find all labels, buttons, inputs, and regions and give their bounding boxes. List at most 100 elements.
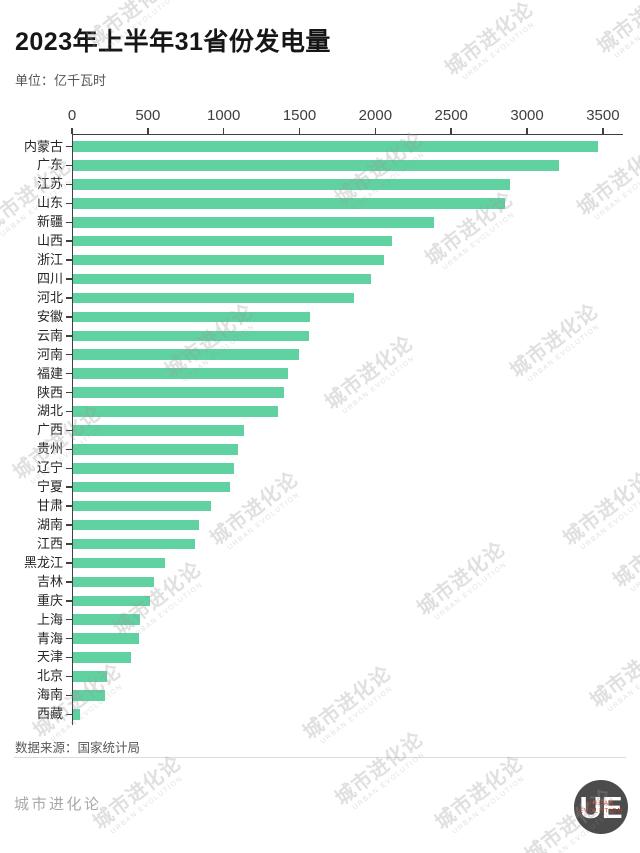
y-tick-mark [65, 675, 72, 678]
y-tick-mark [65, 164, 72, 167]
bar [73, 235, 392, 247]
category-label: 辽宁 [36, 460, 63, 476]
y-tick-mark [65, 448, 72, 451]
y-axis-line [71, 133, 73, 725]
bar [73, 368, 288, 379]
category-label: 内蒙古 [23, 138, 63, 154]
bar [73, 387, 284, 398]
y-tick-mark [65, 335, 72, 337]
bar [73, 406, 278, 417]
bar [73, 217, 434, 228]
x-tick-label: 3000 [510, 107, 544, 124]
y-tick-mark [65, 505, 72, 507]
bar [73, 463, 235, 474]
category-label: 河北 [36, 289, 63, 305]
footer-divider [14, 757, 626, 758]
y-tick-mark [65, 240, 72, 242]
bar [73, 160, 560, 171]
x-tick-mark [450, 127, 452, 134]
y-tick-mark [65, 467, 72, 470]
x-tick-label: 3500 [586, 107, 620, 124]
category-label: 天津 [36, 649, 63, 665]
category-label: 重庆 [36, 592, 63, 608]
category-label: 湖北 [36, 403, 63, 419]
source-note: 数据来源：国家统计局 [15, 741, 141, 755]
category-label: 广东 [36, 157, 63, 173]
bar [73, 330, 310, 342]
bar [73, 538, 195, 550]
bar [73, 311, 311, 323]
bar [73, 349, 300, 360]
y-tick-mark [65, 486, 72, 488]
y-tick-mark [65, 202, 72, 205]
category-label: 山西 [36, 233, 63, 249]
x-tick-mark [147, 127, 149, 134]
y-tick-mark [65, 694, 72, 697]
category-label: 湖南 [36, 517, 63, 532]
svg-text:EVOLUTION: EVOLUTION [579, 809, 623, 815]
category-label: 西藏 [36, 706, 63, 722]
x-tick-label: 500 [135, 107, 161, 124]
bar [73, 709, 81, 720]
category-label: 黑龙江 [23, 554, 63, 570]
x-tick-mark [526, 127, 528, 134]
category-label: 安徽 [36, 308, 63, 324]
y-tick-mark [65, 316, 72, 318]
bar [73, 519, 200, 531]
category-label: 贵州 [36, 441, 63, 457]
category-label: 宁夏 [36, 479, 63, 495]
unit-label: 单位：亿千瓦时 [15, 73, 107, 88]
y-tick-mark [65, 562, 72, 564]
x-tick-label: 2000 [358, 107, 393, 124]
y-tick-mark [65, 429, 72, 432]
y-tick-mark [65, 391, 72, 394]
x-tick-label: 0 [67, 107, 77, 124]
bar [73, 614, 141, 625]
bar [73, 292, 355, 304]
x-tick-mark [602, 127, 604, 134]
svg-text:UE: UE [579, 790, 622, 825]
y-tick-mark [65, 297, 72, 299]
bar [73, 500, 212, 512]
x-tick-mark [222, 127, 225, 134]
bar [73, 690, 105, 701]
category-label: 河南 [36, 346, 63, 362]
category-label: 上海 [36, 611, 63, 627]
bar [73, 179, 510, 190]
category-label: 新疆 [36, 214, 63, 230]
bar [73, 198, 505, 209]
y-tick-mark [65, 221, 72, 223]
bar [73, 141, 598, 152]
page-title: 2023年上半年31省份发电量 [15, 28, 331, 56]
x-tick-label: 1000 [206, 107, 241, 124]
y-tick-mark [65, 372, 72, 375]
x-tick-label: 1500 [282, 107, 317, 124]
x-axis-line [71, 133, 623, 135]
x-tick-mark [298, 127, 301, 134]
category-label: 北京 [36, 668, 63, 684]
bar [73, 425, 245, 436]
x-tick-mark [374, 127, 377, 134]
y-tick-mark [65, 618, 72, 621]
bar [73, 254, 384, 266]
y-tick-mark [65, 637, 72, 640]
category-label: 青海 [36, 630, 63, 646]
brand-logo-icon: UE URBAN EVOLUTION [574, 780, 628, 834]
bar [73, 557, 165, 569]
category-label: 江西 [36, 535, 63, 551]
y-tick-mark [65, 581, 72, 583]
y-tick-mark [65, 145, 72, 148]
bar [73, 444, 239, 455]
bar [73, 273, 372, 285]
category-label: 云南 [36, 327, 63, 343]
y-tick-mark [65, 713, 72, 716]
category-label: 陕西 [36, 384, 63, 400]
y-tick-mark [65, 656, 72, 659]
y-tick-mark [65, 259, 72, 261]
category-label: 吉林 [36, 573, 63, 589]
category-label: 四川 [36, 270, 63, 286]
category-label: 甘肃 [36, 498, 63, 514]
bar [73, 633, 140, 644]
category-label: 江苏 [36, 176, 63, 192]
